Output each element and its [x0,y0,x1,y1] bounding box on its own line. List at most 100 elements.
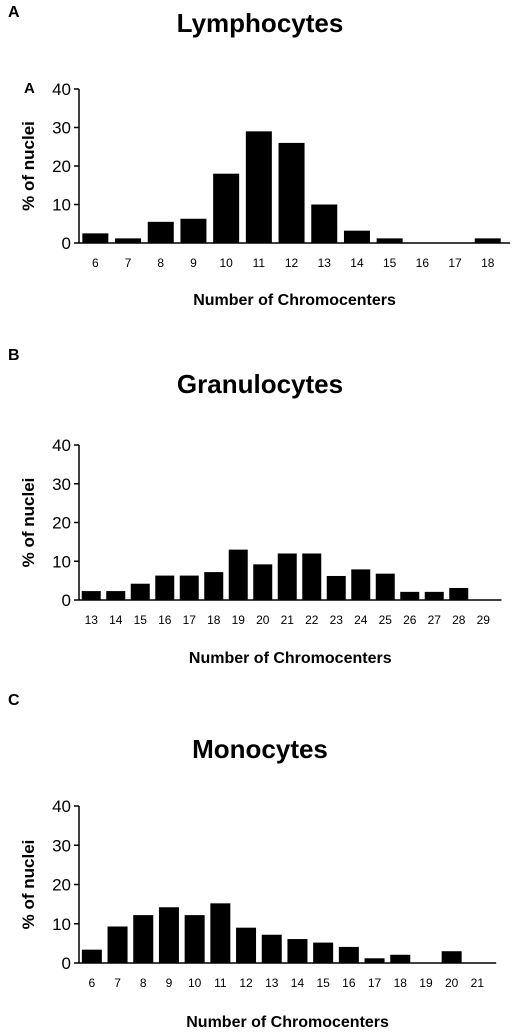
bar [133,915,154,963]
x-axis-label: Number of Chromocenters [186,1014,389,1031]
bar [210,903,231,963]
bar [390,954,411,963]
x-tick-label: 17 [368,976,382,990]
x-tick-label: 27 [428,613,442,627]
x-tick-label: 13 [85,613,99,627]
x-tick-label: 18 [481,256,495,270]
bar [158,907,179,963]
bar-chart-monocytes: 0 10 20 30 40 6 7 8 9 10 11 12 13 14 15 16 17 18 19 20 21 Num… [19,797,497,1031]
y-tick-label: 10 [52,552,71,571]
panel-label: A [8,4,20,21]
x-tick-label: 19 [419,976,433,990]
y-tick-label: 40 [52,436,71,455]
x-tick-label: 21 [281,613,295,627]
y-tick-label: 10 [52,915,71,934]
panel-label: B [8,347,20,364]
x-axis-label: Number of Chromocenters [193,292,396,309]
x-tick-label: 14 [350,256,364,270]
bar [130,583,150,600]
bar [155,575,175,600]
y-tick-label: 10 [52,196,71,215]
x-tick-label: 12 [285,256,299,270]
x-tick-label: 7 [114,976,121,990]
bar [449,587,469,600]
bar [313,942,334,963]
bar [261,934,282,963]
y-axis-label: % of nuclei [19,121,38,211]
bar [81,949,102,963]
chart-panel-monocytes: C Monocytes 0 10 20 30 40 6 7 8 9 10 11 12 13 14 15 16 1… [0,690,520,1032]
bar [287,939,308,963]
x-tick-label: 8 [140,976,147,990]
x-tick-label: 13 [265,976,279,990]
x-tick-label: 22 [305,613,319,627]
x-tick-label: 10 [219,256,233,270]
bar [107,926,128,963]
bar [338,946,359,963]
y-tick-label: 20 [52,876,71,895]
y-tick-label: 30 [52,836,71,855]
x-tick-label: 7 [125,256,132,270]
bar [81,591,101,600]
bar [376,238,403,243]
x-tick-label: 15 [383,256,397,270]
bar [236,927,257,963]
bar [474,238,501,243]
bar [106,591,126,600]
y-tick-label: 40 [52,80,71,99]
chart-panel-lymphocytes: A A Lymphocytes 0 10 20 30 40 6 7 8 9 10 11 12 13 14 1… [0,0,520,340]
x-tick-label: 21 [471,976,485,990]
y-tick-label: 0 [62,954,71,973]
x-tick-label: 17 [183,613,197,627]
bar [180,218,207,243]
y-tick-label: 20 [52,514,71,533]
x-tick-label: 20 [445,976,459,990]
y-tick-label: 30 [52,475,71,494]
bar [424,591,444,600]
y-axis-label: % of nuclei [19,478,38,568]
bar [245,131,272,243]
x-tick-label: 13 [318,256,332,270]
x-tick-label: 24 [354,613,368,627]
x-tick-label: 25 [379,613,393,627]
x-tick-label: 11 [214,976,227,990]
x-tick-label: 11 [253,256,266,270]
bar [228,549,248,600]
x-tick-label: 16 [342,976,356,990]
x-tick-label: 10 [188,976,202,990]
inner-panel-label: A [24,80,35,97]
bar [375,573,395,600]
chart-title: Lymphocytes [176,8,344,38]
chart-title: Monocytes [192,734,328,764]
y-tick-label: 0 [62,234,71,253]
bar-chart-lymphocytes: 0 10 20 30 40 6 7 8 9 10 11 12 13 14 15 16 17 18 Number of… [19,80,511,309]
bar [184,915,205,963]
bar [326,575,346,600]
bar-chart-granulocytes: 0 10 20 30 40 13 14 15 16 17 18 19 20 21 22 23 24 25 26 27 2… [19,436,502,667]
y-tick-label: 0 [62,591,71,610]
x-tick-label: 15 [316,976,330,990]
bar [343,230,370,243]
bar [364,958,385,963]
bar [277,553,297,600]
bar [253,564,273,600]
chart-panel-granulocytes: B Granulocytes 0 10 20 30 40 13 14 15 16 17 18 19 20… [0,345,520,675]
x-tick-label: 19 [232,613,246,627]
y-axis-label: % of nuclei [19,840,38,930]
x-tick-label: 9 [190,256,197,270]
x-tick-label: 6 [89,976,96,990]
bar [302,553,322,600]
bar [82,233,109,243]
x-tick-label: 15 [134,613,148,627]
y-tick-label: 20 [52,157,71,176]
bar [147,221,174,243]
bar [400,591,420,600]
panel-label: C [8,692,20,709]
y-tick-label: 40 [52,797,71,816]
y-tick-label: 30 [52,119,71,138]
x-tick-label: 26 [403,613,417,627]
bar [311,204,338,243]
x-tick-label: 14 [109,613,123,627]
chart-title: Granulocytes [176,369,344,399]
bar [179,575,199,600]
